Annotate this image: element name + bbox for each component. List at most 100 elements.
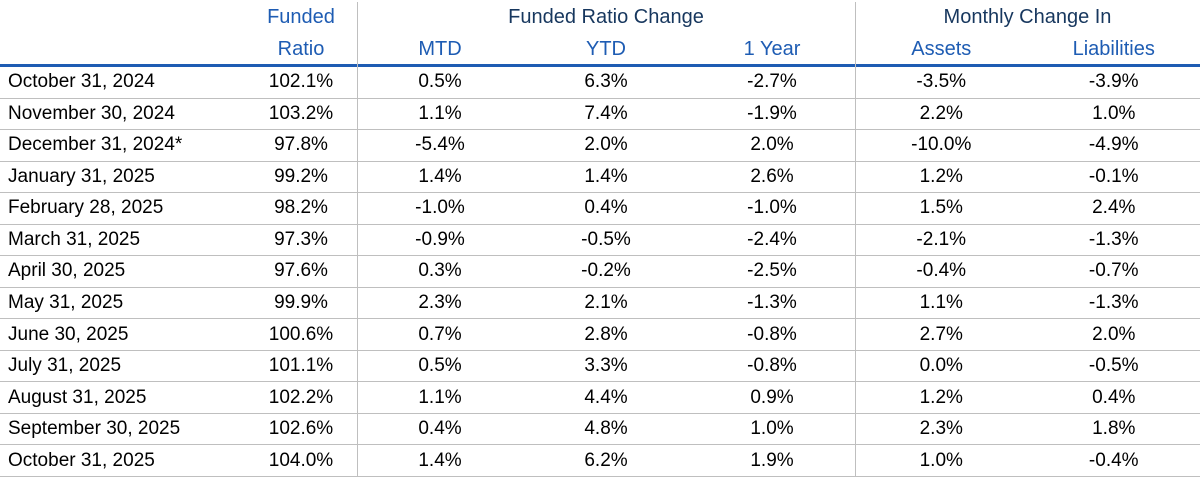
group-header-monthly-change-in: Monthly Change In [943, 5, 1112, 28]
liabilities-cell: -0.7% [1088, 260, 1139, 282]
funded-ratio-cell: 98.2% [274, 197, 328, 219]
funded-ratio-header-line2: Ratio [277, 37, 325, 60]
funded-ratio-header-line1: Funded [267, 5, 335, 28]
mtd-cell: 2.3% [418, 291, 462, 313]
table-row: October 31, 2025 104.0% 1.4% 6.2% 1.9% 1… [0, 445, 1200, 477]
liabilities-cell: -0.1% [1088, 165, 1139, 187]
assets-cell: 2.7% [919, 323, 963, 345]
assets-cell: 1.2% [919, 165, 963, 187]
assets-cell: 1.5% [919, 197, 963, 219]
assets-cell: -0.4% [916, 260, 967, 282]
funded-ratio-cell: 100.6% [268, 323, 334, 345]
column-header-ytd: YTD [586, 37, 626, 60]
funded-ratio-cell: 97.3% [274, 228, 328, 250]
one-year-cell: -1.3% [747, 291, 797, 313]
table-row: April 30, 2025 97.6% 0.3% -0.2% -2.5% -0… [0, 256, 1200, 288]
one-year-cell: -1.9% [747, 102, 797, 124]
date-cell: March 31, 2025 [8, 228, 141, 250]
date-cell: July 31, 2025 [8, 355, 122, 377]
column-header-liabilities: Liabilities [1072, 37, 1155, 60]
liabilities-cell: 0.4% [1092, 386, 1136, 408]
ytd-cell: 2.8% [584, 323, 628, 345]
one-year-cell: 2.6% [750, 165, 794, 187]
mtd-cell: 0.4% [418, 418, 462, 440]
mtd-cell: 1.4% [418, 449, 462, 471]
liabilities-cell: -1.3% [1088, 291, 1139, 313]
table-row: July 31, 2025 101.1% 0.5% 3.3% -0.8% 0.0… [0, 351, 1200, 383]
column-header-assets: Assets [911, 37, 972, 60]
assets-cell: 2.2% [919, 102, 963, 124]
liabilities-cell: -0.4% [1088, 449, 1139, 471]
ytd-cell: 6.3% [584, 71, 628, 93]
funded-ratio-cell: 102.6% [268, 418, 334, 440]
ytd-cell: 4.8% [584, 418, 628, 440]
liabilities-cell: -0.5% [1088, 355, 1139, 377]
funded-ratio-cell: 99.2% [274, 165, 328, 187]
liabilities-cell: -4.9% [1088, 134, 1139, 156]
date-cell: August 31, 2025 [8, 386, 147, 408]
group-divider-right [855, 2, 856, 477]
column-header-mtd: MTD [418, 37, 462, 60]
funded-ratio-cell: 104.0% [268, 449, 334, 471]
one-year-cell: 1.9% [750, 449, 794, 471]
ytd-cell: -0.2% [581, 260, 631, 282]
table-row: May 31, 2025 99.9% 2.3% 2.1% -1.3% 1.1% … [0, 288, 1200, 320]
ytd-cell: 4.4% [584, 386, 628, 408]
mtd-cell: -1.0% [415, 197, 465, 219]
liabilities-cell: 1.0% [1092, 102, 1136, 124]
funded-ratio-cell: 102.2% [268, 386, 334, 408]
mtd-cell: -5.4% [415, 134, 465, 156]
table-row: June 30, 2025 100.6% 0.7% 2.8% -0.8% 2.7… [0, 319, 1200, 351]
mtd-cell: 1.1% [418, 102, 462, 124]
one-year-cell: -2.7% [747, 71, 797, 93]
date-cell: June 30, 2025 [8, 323, 129, 345]
table-row: January 31, 2025 99.2% 1.4% 1.4% 2.6% 1.… [0, 162, 1200, 194]
one-year-cell: 0.9% [750, 386, 794, 408]
date-cell: May 31, 2025 [8, 291, 124, 313]
one-year-cell: -0.8% [747, 355, 797, 377]
mtd-cell: 0.3% [418, 260, 462, 282]
mtd-cell: 1.4% [418, 165, 462, 187]
mtd-cell: 0.5% [418, 355, 462, 377]
ytd-cell: 3.3% [584, 355, 628, 377]
table-row: February 28, 2025 98.2% -1.0% 0.4% -1.0%… [0, 193, 1200, 225]
header-rule [0, 64, 1200, 67]
funded-ratio-cell: 99.9% [274, 291, 328, 313]
assets-cell: 1.1% [919, 291, 963, 313]
mtd-cell: -0.9% [415, 228, 465, 250]
ytd-cell: 6.2% [584, 449, 628, 471]
one-year-cell: -2.5% [747, 260, 797, 282]
assets-cell: -3.5% [916, 71, 967, 93]
liabilities-cell: 1.8% [1092, 418, 1136, 440]
assets-cell: -2.1% [916, 228, 967, 250]
group-header-funded-ratio-change: Funded Ratio Change [508, 5, 704, 28]
one-year-cell: 2.0% [750, 134, 794, 156]
date-cell: February 28, 2025 [8, 197, 164, 219]
assets-cell: 2.3% [919, 418, 963, 440]
ytd-cell: 2.0% [584, 134, 628, 156]
date-cell: November 30, 2024 [8, 102, 175, 124]
table-row: November 30, 2024 103.2% 1.1% 7.4% -1.9%… [0, 99, 1200, 131]
table-row: March 31, 2025 97.3% -0.9% -0.5% -2.4% -… [0, 225, 1200, 257]
table-row: September 30, 2025 102.6% 0.4% 4.8% 1.0%… [0, 414, 1200, 446]
ytd-cell: 1.4% [584, 165, 628, 187]
funded-ratio-cell: 97.6% [274, 260, 328, 282]
liabilities-cell: -3.9% [1088, 71, 1139, 93]
liabilities-cell: -1.3% [1088, 228, 1139, 250]
group-divider-left [357, 2, 358, 477]
table-row: August 31, 2025 102.2% 1.1% 4.4% 0.9% 1.… [0, 382, 1200, 414]
date-cell: April 30, 2025 [8, 260, 126, 282]
column-header-1-year: 1 Year [743, 37, 801, 60]
table-header: Funded Funded Ratio Change Monthly Chang… [0, 0, 1200, 64]
funded-ratio-cell: 97.8% [274, 134, 328, 156]
one-year-cell: -1.0% [747, 197, 797, 219]
liabilities-cell: 2.0% [1092, 323, 1136, 345]
date-cell: January 31, 2025 [8, 165, 155, 187]
ytd-cell: 2.1% [584, 291, 628, 313]
ytd-cell: 0.4% [584, 197, 628, 219]
mtd-cell: 1.1% [418, 386, 462, 408]
mtd-cell: 0.7% [418, 323, 462, 345]
one-year-cell: 1.0% [750, 418, 794, 440]
one-year-cell: -2.4% [747, 228, 797, 250]
